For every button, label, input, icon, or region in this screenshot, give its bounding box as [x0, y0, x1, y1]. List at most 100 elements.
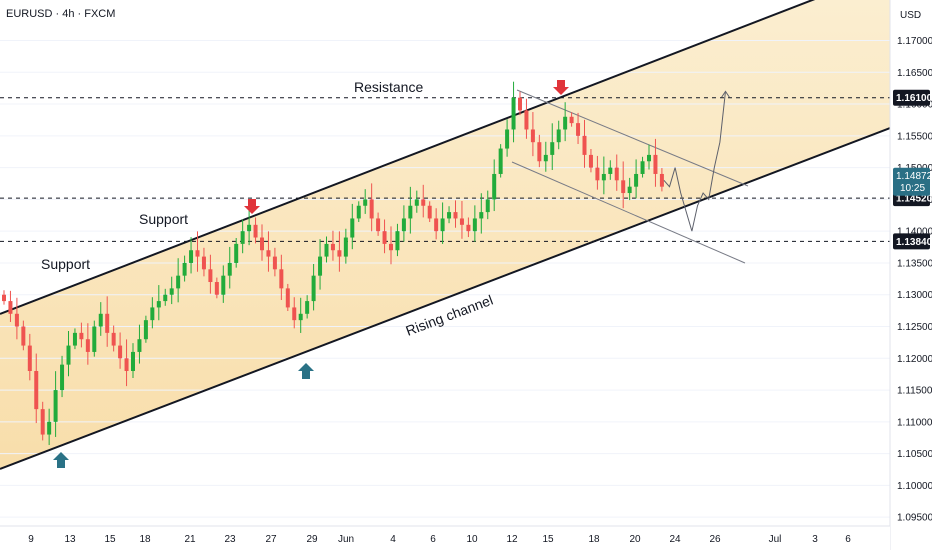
- candle-body: [169, 288, 174, 295]
- candle-body: [427, 205, 432, 219]
- candle-body: [260, 237, 264, 251]
- candle-body: [588, 154, 593, 168]
- price-level-value: 1.16100: [896, 93, 932, 104]
- candle-body: [621, 180, 626, 194]
- time-tick-label: 15: [542, 534, 554, 545]
- candle-body: [285, 288, 290, 308]
- candle-body: [563, 116, 568, 130]
- candle-body: [524, 110, 529, 130]
- candle-body: [492, 173, 497, 200]
- price-level-value: 1.13840: [896, 237, 932, 248]
- candle-body: [408, 205, 413, 219]
- candle-body: [163, 294, 168, 302]
- candle-body: [53, 390, 58, 422]
- time-tick-label: 20: [629, 534, 641, 545]
- candle-body: [576, 123, 581, 136]
- time-tick-label: Jul: [769, 534, 782, 545]
- candle-body: [376, 218, 381, 232]
- price-tick-label: 1.15500: [897, 131, 932, 142]
- candle-body: [550, 142, 555, 155]
- candle-body: [421, 199, 426, 206]
- candle-body: [111, 332, 116, 346]
- time-tick-label: 6: [845, 534, 851, 545]
- candle-body: [518, 97, 522, 111]
- candle-body: [537, 142, 542, 162]
- time-tick-label: 4: [390, 534, 396, 545]
- candle-body: [131, 351, 135, 371]
- price-axis-bg: [890, 0, 932, 550]
- candle-body: [647, 154, 651, 162]
- time-tick-label: 9: [28, 534, 34, 545]
- candle-body: [337, 250, 342, 257]
- candle-body: [311, 275, 316, 302]
- time-tick-label: 18: [139, 534, 151, 545]
- sell-arrow-icon: [553, 80, 569, 95]
- candle-body: [434, 218, 439, 232]
- candle-body: [208, 269, 213, 283]
- price-tick-label: 1.12500: [897, 322, 932, 333]
- candle-body: [389, 243, 393, 251]
- time-tick-label: 26: [709, 534, 721, 545]
- sell-arrow-icon: [244, 199, 260, 214]
- candle-body: [640, 161, 645, 174]
- candle-body: [653, 154, 658, 174]
- candle-body: [156, 301, 161, 308]
- candle-body: [324, 243, 329, 257]
- candle-body: [279, 269, 284, 289]
- candle-body: [92, 326, 97, 352]
- candle-body: [543, 154, 548, 162]
- candle-body: [614, 167, 619, 181]
- candle-body: [201, 256, 206, 270]
- buy-arrow-icon: [298, 363, 314, 379]
- candle-body: [189, 250, 194, 263]
- candle-body: [79, 332, 84, 340]
- candle-body: [440, 218, 445, 232]
- candle-body: [401, 218, 406, 232]
- price-tick-label: 1.11000: [897, 417, 932, 428]
- candle-body: [247, 224, 252, 232]
- candle-body: [234, 243, 239, 263]
- price-tick-label: 1.10500: [897, 449, 932, 460]
- currency-label: USD: [900, 10, 921, 21]
- candle-body: [634, 173, 639, 187]
- channel-lower-line: [0, 127, 891, 470]
- candle-body: [2, 294, 6, 302]
- candle-body: [47, 421, 52, 435]
- candle-body: [582, 135, 587, 155]
- time-tick-label: 6: [430, 534, 436, 545]
- price-tick-label: 1.17000: [897, 36, 932, 47]
- rising-channel-fill: [0, 0, 890, 469]
- candle-body: [659, 173, 664, 187]
- candle-body: [363, 199, 368, 206]
- candle-body: [195, 250, 200, 257]
- time-tick-label: 18: [588, 534, 600, 545]
- candle-body: [511, 97, 516, 130]
- candle-body: [505, 129, 510, 149]
- projection-arrowhead: [721, 90, 730, 98]
- candle-body: [118, 345, 123, 359]
- wedge-lower-line: [511, 161, 746, 264]
- candle-body: [105, 313, 110, 333]
- candle-body: [498, 148, 503, 174]
- price-level-badge: [893, 233, 930, 250]
- time-tick-label: 3: [812, 534, 818, 545]
- candle-body: [343, 237, 348, 257]
- candle-body: [414, 199, 419, 206]
- time-tick-label: Jun: [338, 534, 354, 545]
- price-tick-label: 1.10000: [897, 481, 932, 492]
- candle-body: [266, 250, 271, 257]
- price-tick-label: 1.13500: [897, 258, 932, 269]
- candle-body: [330, 243, 335, 251]
- current-price-value: 1.14872: [896, 171, 932, 182]
- candle-body: [8, 301, 13, 314]
- price-tick-label: 1.11500: [897, 386, 932, 397]
- channel-upper-line: [0, 0, 816, 315]
- candle-body: [350, 218, 355, 238]
- candle-body: [305, 301, 310, 314]
- candle-body: [98, 313, 103, 327]
- candle-body: [14, 313, 19, 327]
- candle-body: [34, 370, 39, 410]
- projection-path: [663, 91, 726, 232]
- candle-body: [395, 231, 400, 251]
